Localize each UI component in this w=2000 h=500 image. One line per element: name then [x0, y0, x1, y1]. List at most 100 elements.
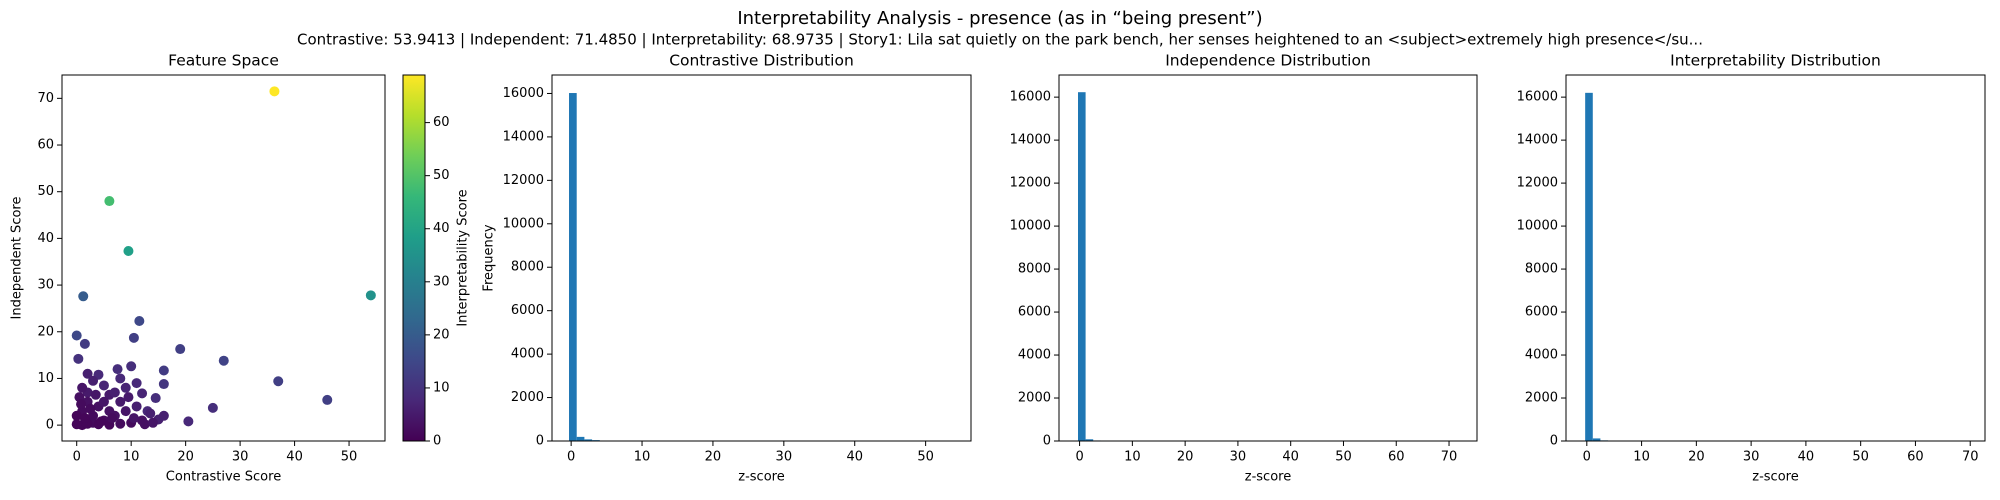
x-tick-label: 10: [1633, 450, 1650, 465]
scatter-point: [139, 419, 150, 430]
colorbar-tick-label: 0: [433, 434, 441, 449]
x-axis-label: z-score: [1752, 470, 1798, 485]
scatter-point: [123, 392, 134, 403]
scatter-point: [131, 401, 142, 412]
axes-frame: [61, 74, 386, 442]
y-tick-label: 14000: [503, 129, 544, 144]
x-tick-label: 40: [846, 450, 863, 465]
x-tick-label: 50: [1852, 450, 1869, 465]
scatter-point: [147, 417, 158, 428]
y-tick-label: 16000: [1517, 90, 1558, 105]
y-tick-label: 10: [37, 371, 54, 386]
scatter-point: [158, 365, 169, 376]
scatter-point: [78, 291, 89, 302]
x-tick-label: 30: [776, 450, 793, 465]
scatter-point: [115, 373, 126, 384]
scatter-point: [183, 416, 194, 427]
y-tick-label: 4000: [511, 347, 544, 362]
scatter-point: [120, 406, 131, 417]
scatter-point: [98, 396, 109, 407]
x-tick-label: 0: [73, 450, 81, 465]
y-tick-label: 2000: [1018, 391, 1051, 406]
histogram-bar: [576, 436, 585, 441]
y-tick-label: 10000: [1010, 219, 1051, 234]
x-tick-label: 20: [1177, 450, 1194, 465]
scatter-point: [269, 86, 280, 97]
scatter-point: [158, 410, 169, 421]
y-tick-label: 16000: [1010, 90, 1051, 105]
scatter-point: [145, 408, 156, 419]
histogram-bar: [1592, 438, 1601, 441]
scatter-point: [158, 379, 169, 390]
axes-frame: [1565, 74, 1986, 442]
scatter-point: [134, 316, 145, 327]
y-tick-label: 0: [1043, 434, 1051, 449]
y-tick-label: 0: [1550, 434, 1558, 449]
histogram-bar: [1085, 439, 1094, 441]
y-tick-label: 4000: [1018, 348, 1051, 363]
colorbar-tick-label: 40: [433, 221, 450, 236]
scatter-point: [128, 332, 139, 343]
y-tick-label: 6000: [1018, 305, 1051, 320]
colorbar-tick-label: 60: [433, 115, 450, 130]
x-tick-label: 30: [1743, 450, 1760, 465]
x-tick-label: 20: [705, 450, 722, 465]
histogram-bar: [569, 93, 577, 441]
y-tick-label: 4000: [1525, 348, 1558, 363]
x-tick-label: 50: [1335, 450, 1352, 465]
scatter-point: [115, 396, 126, 407]
scatter-point: [115, 418, 126, 429]
x-tick-label: 40: [1282, 450, 1299, 465]
scatter-point: [126, 361, 137, 372]
x-tick-label: 70: [1962, 450, 1979, 465]
scatter-point: [207, 402, 218, 413]
y-tick-label: 2000: [1525, 391, 1558, 406]
scatter-point: [123, 245, 134, 256]
scatter-point: [77, 382, 88, 393]
figure-title: Interpretability Analysis - presence (as…: [737, 8, 1262, 29]
scatter-point: [90, 389, 101, 400]
scatter-point: [150, 393, 161, 404]
x-tick-label: 40: [286, 450, 303, 465]
colorbar-tick-label: 20: [433, 327, 450, 342]
x-tick-label: 10: [123, 450, 140, 465]
y-tick-label: 12000: [503, 173, 544, 188]
axes-title: Feature Space: [168, 52, 279, 70]
axes-title: Contrastive Distribution: [669, 52, 854, 70]
x-tick-label: 20: [177, 450, 194, 465]
scatter-point: [107, 413, 118, 424]
scatter-point: [365, 290, 376, 301]
y-tick-label: 8000: [1525, 262, 1558, 277]
colorbar-tick-label: 50: [433, 168, 450, 183]
y-tick-label: 40: [37, 231, 54, 246]
x-tick-label: 40: [1798, 450, 1815, 465]
y-tick-label: 14000: [1010, 133, 1051, 148]
axes-frame: [551, 74, 972, 442]
scatter-point: [218, 355, 229, 366]
x-tick-label: 30: [1230, 450, 1247, 465]
y-tick-label: 10000: [503, 216, 544, 231]
scatter-point: [73, 353, 84, 364]
scatter-point: [322, 394, 333, 405]
y-tick-label: 30: [37, 278, 54, 293]
colorbar-tick-label: 10: [433, 380, 450, 395]
scatter-point: [120, 382, 131, 393]
scatter-point: [79, 338, 90, 349]
x-axis-label: z-score: [738, 470, 784, 485]
scatter-point: [273, 376, 284, 387]
x-tick-label: 0: [1583, 450, 1591, 465]
scatter-point: [112, 364, 123, 375]
scatter-point: [71, 419, 82, 430]
y-tick-label: 6000: [511, 303, 544, 318]
x-tick-label: 10: [634, 450, 651, 465]
axes-title: Interpretability Distribution: [1670, 52, 1881, 70]
colorbar: [402, 74, 426, 442]
histogram-bar: [1078, 92, 1086, 442]
y-tick-label: 0: [536, 434, 544, 449]
scatter-point: [71, 410, 82, 421]
y-tick-label: 14000: [1517, 133, 1558, 148]
x-tick-label: 50: [917, 450, 934, 465]
scatter-point: [82, 368, 93, 379]
